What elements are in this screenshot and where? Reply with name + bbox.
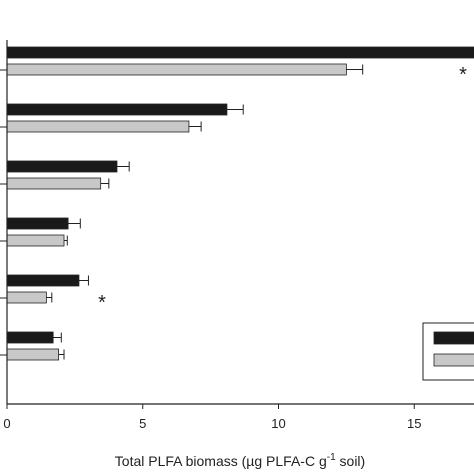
bar	[7, 160, 118, 173]
error-bar	[346, 64, 364, 75]
x-tick-label: 15	[407, 416, 421, 431]
annotation: *	[459, 64, 467, 86]
x-axis-label: Total PLFA biomass (µg PLFA-C g-1 soil)	[115, 452, 365, 469]
error-bar	[64, 235, 68, 246]
legend-swatch	[433, 353, 474, 367]
bar	[7, 274, 80, 287]
bar	[7, 103, 228, 116]
bar	[7, 348, 59, 361]
bar	[7, 177, 102, 190]
bar	[7, 217, 69, 230]
bar	[7, 331, 54, 344]
error-bar	[68, 218, 81, 229]
error-bar	[46, 292, 53, 303]
x-label-sup: -1	[327, 452, 336, 463]
bar	[7, 63, 347, 76]
error-bar	[116, 161, 130, 172]
bar	[7, 234, 65, 247]
legend-box	[422, 322, 474, 381]
x-tick-label: 5	[139, 416, 146, 431]
bar	[7, 46, 474, 59]
error-bar	[78, 275, 89, 286]
bar	[7, 120, 190, 133]
bar	[7, 291, 47, 304]
error-bar	[58, 349, 65, 360]
legend-swatch	[433, 331, 474, 345]
error-bar	[226, 104, 244, 115]
annotation: *	[98, 292, 106, 314]
x-tick-label: 0	[3, 416, 10, 431]
error-bar	[100, 178, 110, 189]
error-bar	[188, 121, 202, 132]
error-bar	[53, 332, 62, 343]
x-label-part: Total PLFA biomass (µg PLFA-C g	[115, 453, 327, 469]
x-tick-label: 10	[271, 416, 285, 431]
x-label-part: soil)	[336, 453, 366, 469]
plot-area	[7, 46, 474, 361]
